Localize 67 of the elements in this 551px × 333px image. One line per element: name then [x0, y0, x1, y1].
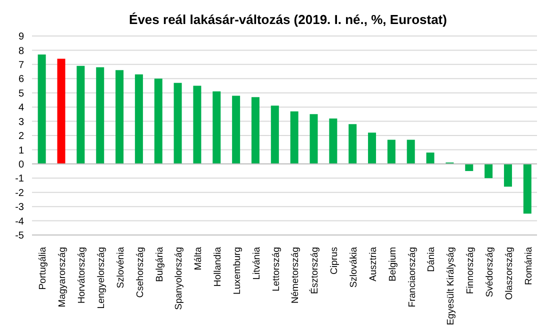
y-tick-label: -2: [15, 188, 24, 199]
bar: [134, 74, 143, 164]
x-tick-label: Szlovákia: [348, 246, 360, 288]
bar: [270, 106, 279, 164]
y-tick-label: 4: [18, 102, 24, 114]
bar: [290, 111, 298, 164]
bar: [310, 114, 318, 164]
bar: [193, 86, 202, 164]
x-tick-label: Egyesült Királyság: [446, 247, 457, 326]
x-tick-label: Lettország: [270, 247, 282, 292]
bar: [116, 70, 124, 164]
x-tick-label: Portugália: [38, 246, 49, 290]
x-tick-label: Horvátország: [76, 247, 88, 304]
x-tick-label: Spanyolország: [174, 247, 185, 310]
y-tick-label: -3: [15, 202, 24, 214]
x-tick-label: Finnország: [465, 247, 476, 294]
bar: [57, 58, 66, 164]
bar: [212, 91, 221, 164]
bar: [154, 78, 162, 164]
bar: [406, 140, 415, 164]
bar: [174, 82, 182, 164]
bar: [387, 140, 396, 164]
x-tick-label: Olaszország: [504, 247, 515, 300]
bar: [484, 164, 493, 178]
x-tick-label: Románia: [523, 246, 534, 286]
bar: [96, 67, 104, 164]
x-tick-label: Svédország: [484, 247, 496, 298]
y-tick-label: 5: [18, 88, 24, 100]
x-tick-label: Hollandia: [212, 246, 224, 287]
x-tick-label: Magyarország: [57, 247, 68, 308]
y-tick-label: 7: [18, 60, 24, 71]
y-tick-label: -4: [15, 216, 24, 228]
bar: [368, 132, 376, 164]
x-tick-label: Szlovénia: [115, 246, 126, 288]
x-tick-label: Litvánia: [251, 246, 262, 280]
x-tick-label: Ciprus: [329, 246, 340, 274]
bar: [232, 96, 240, 164]
y-tick-label: -1: [15, 174, 24, 185]
bar: [329, 118, 338, 164]
x-tick-label: Bulgária: [154, 246, 166, 282]
x-tick-label: Luxemburg: [232, 247, 243, 295]
y-tick-label: 8: [18, 46, 24, 57]
x-tick-label: Belgium: [387, 246, 398, 282]
x-tick-label: Franciaország: [406, 247, 418, 308]
bar: [504, 164, 512, 187]
bar: [426, 152, 434, 164]
y-tick-label: 0: [18, 159, 24, 170]
x-tick-label: Dánia: [426, 246, 438, 272]
x-tick-label: Lengyelország: [96, 247, 107, 309]
y-tick-label: 3: [18, 116, 24, 128]
y-tick-label: 1: [18, 145, 24, 156]
y-tick-label: 2: [18, 131, 24, 142]
x-tick-label: Németország: [290, 247, 302, 304]
bar: [38, 54, 46, 164]
x-tick-label: Málta: [193, 246, 204, 270]
bar: [76, 66, 85, 164]
chart-title: Éves reál lakásár-változás (2019. I. né., %, Eurostat): [129, 12, 447, 27]
y-tick-label: -5: [15, 230, 24, 242]
x-tick-label: Ausztria: [368, 246, 379, 282]
bar: [523, 164, 532, 214]
y-tick-label: 9: [18, 32, 24, 43]
bar: [348, 124, 357, 164]
bar: [465, 164, 474, 172]
x-tick-label: Csehország: [134, 247, 146, 298]
x-tick-label: Észtország: [308, 247, 321, 294]
bar: [251, 97, 260, 164]
y-tick-label: 6: [18, 74, 24, 86]
